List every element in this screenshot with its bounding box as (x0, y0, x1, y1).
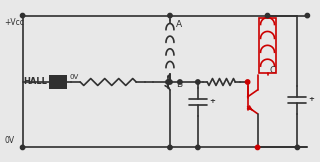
Text: +: + (308, 96, 314, 102)
Circle shape (265, 13, 270, 18)
Circle shape (196, 145, 200, 150)
Text: +: + (209, 98, 215, 104)
Text: B: B (176, 80, 182, 89)
Text: HALL: HALL (24, 77, 47, 87)
Circle shape (166, 80, 170, 84)
Circle shape (168, 145, 172, 150)
Text: C: C (269, 66, 276, 75)
Text: 0V: 0V (69, 74, 79, 80)
Circle shape (305, 13, 309, 18)
Circle shape (245, 80, 250, 84)
Circle shape (255, 145, 260, 150)
Circle shape (20, 145, 25, 150)
Circle shape (196, 80, 200, 84)
Text: A: A (176, 20, 182, 29)
Circle shape (168, 80, 172, 84)
Circle shape (168, 13, 172, 18)
Circle shape (20, 13, 25, 18)
Bar (259, 17, 276, 73)
Circle shape (178, 80, 182, 84)
Text: +Vcc: +Vcc (5, 17, 25, 27)
Text: 0V: 0V (5, 136, 15, 145)
Bar (50, 75, 68, 89)
Circle shape (295, 145, 300, 150)
